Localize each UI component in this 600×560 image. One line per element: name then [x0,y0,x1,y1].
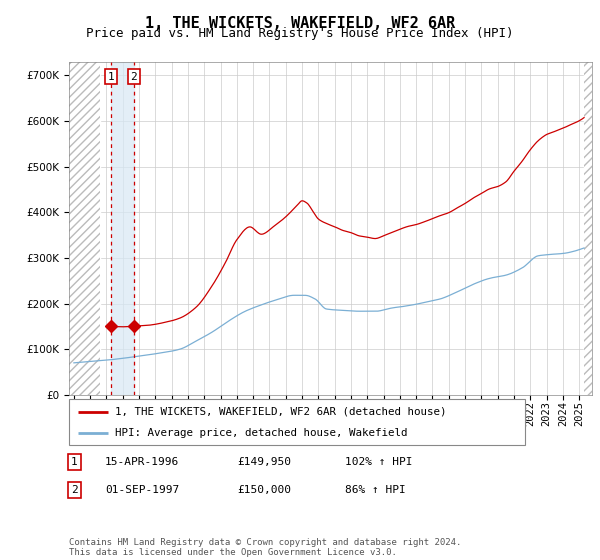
Text: HPI: Average price, detached house, Wakefield: HPI: Average price, detached house, Wake… [115,428,407,438]
Text: 1: 1 [108,72,115,82]
FancyBboxPatch shape [69,399,525,445]
Text: 2: 2 [130,72,137,82]
Text: 1, THE WICKETS, WAKEFIELD, WF2 6AR: 1, THE WICKETS, WAKEFIELD, WF2 6AR [145,16,455,31]
Bar [69,62,100,395]
Text: 1, THE WICKETS, WAKEFIELD, WF2 6AR (detached house): 1, THE WICKETS, WAKEFIELD, WF2 6AR (deta… [115,407,446,417]
Bar [584,62,592,395]
Text: Price paid vs. HM Land Registry's House Price Index (HPI): Price paid vs. HM Land Registry's House … [86,27,514,40]
Text: 15-APR-1996: 15-APR-1996 [105,457,179,467]
Bar [584,62,592,395]
Text: £150,000: £150,000 [237,485,291,495]
Text: 01-SEP-1997: 01-SEP-1997 [105,485,179,495]
Text: £149,950: £149,950 [237,457,291,467]
Text: 86% ↑ HPI: 86% ↑ HPI [345,485,406,495]
Text: Contains HM Land Registry data © Crown copyright and database right 2024.
This d: Contains HM Land Registry data © Crown c… [69,538,461,557]
Bar [69,62,100,395]
Text: 2: 2 [71,485,77,495]
Text: 102% ↑ HPI: 102% ↑ HPI [345,457,413,467]
Bar [111,62,134,395]
Text: 1: 1 [71,457,77,467]
